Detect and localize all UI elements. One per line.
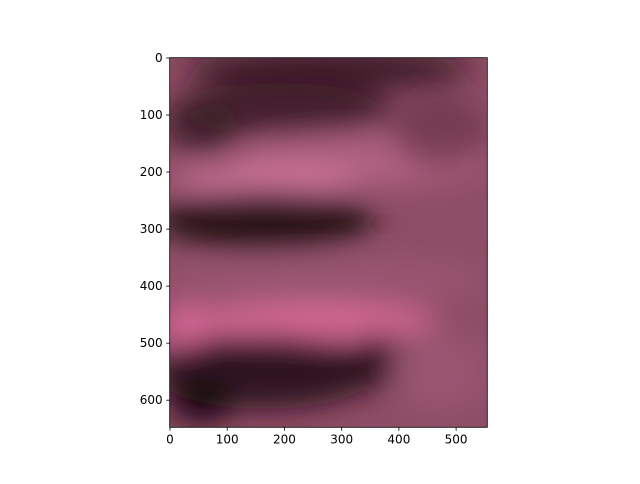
y-tick-label: 600 <box>140 393 163 407</box>
x-tick-label: 300 <box>330 432 353 446</box>
x-tick-label: 100 <box>216 432 239 446</box>
image-texture <box>169 57 488 424</box>
texture-blob <box>353 331 399 391</box>
texture-blob <box>169 164 361 195</box>
y-tick-label: 100 <box>140 108 163 122</box>
texture-blob <box>185 301 440 339</box>
texture-blob <box>169 190 377 250</box>
x-tick-label: 500 <box>445 432 468 446</box>
x-tick-label: 0 <box>166 432 174 446</box>
y-tick-label: 300 <box>140 222 163 236</box>
x-tick-label: 400 <box>387 432 410 446</box>
x-tick-label: 200 <box>273 432 296 446</box>
y-tick-label: 200 <box>140 165 163 179</box>
y-tick-label: 500 <box>140 336 163 350</box>
texture-blob <box>185 57 472 91</box>
texture-blob <box>392 94 488 169</box>
y-tick-label: 0 <box>155 51 163 65</box>
texture-blob <box>169 94 240 154</box>
image <box>169 57 488 428</box>
y-tick-label: 400 <box>140 279 163 293</box>
texture-blob <box>392 334 488 409</box>
texture-blob <box>169 257 488 302</box>
texture-blob <box>169 379 234 424</box>
texture-blob <box>169 301 211 346</box>
axes: 0 100 200 300 400 500 0 100 200 300 400 500 600 <box>140 51 488 446</box>
axes-frame <box>169 57 488 428</box>
